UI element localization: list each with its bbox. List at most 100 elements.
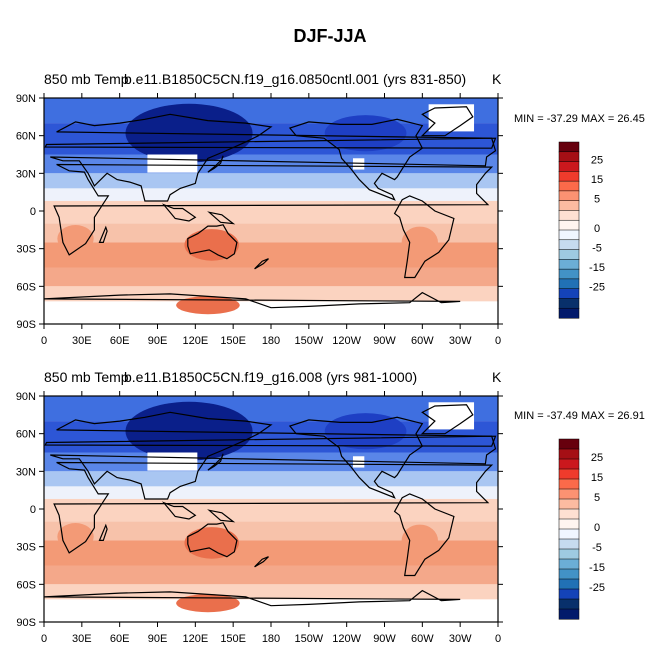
temperature-band [44, 98, 498, 124]
axis-ticks: 0 30E 60E 90E 120E 150E 180 150W 120W 90W 60W 30W 09… [16, 391, 503, 645]
temperature-band [44, 471, 498, 487]
y-tick-label: 90N [16, 391, 36, 403]
y-tick-label: 90N [16, 93, 36, 105]
missing-rockies [352, 158, 365, 170]
temperature-band [44, 584, 498, 600]
panel-top-map: 0 30E 60E 90E 120E 150E 180 150W 120W 90W 60W 30W 09… [16, 93, 503, 347]
colorbar-swatch [558, 210, 580, 221]
x-tick-label: 0 [41, 335, 47, 347]
panel-top-title-left: 850 mb Temp [44, 71, 129, 87]
coastline-namerica [288, 416, 424, 499]
coastline-antarctica [44, 291, 461, 309]
colorbar-swatch [558, 538, 580, 550]
colorbar-swatch [558, 239, 580, 251]
warm-core-samerica [401, 524, 438, 557]
warm-core-antarctica [176, 594, 240, 613]
colorbar-label: 15 [591, 174, 603, 186]
panel-bottom-title-run: b.e11.B1850C5CN.f19_g16.008 (yrs 981-100… [124, 369, 417, 385]
missing-tibet [147, 154, 198, 173]
temperature-band [44, 154, 498, 174]
coastline-indonesia [161, 501, 197, 520]
colorbar-swatch [558, 190, 580, 202]
temperature-band [44, 223, 498, 243]
colorbar-swatch [558, 518, 580, 530]
x-tick-label: 150E [220, 633, 246, 645]
temperature-band [44, 173, 498, 189]
y-tick-label: 30N [16, 466, 36, 478]
colorbar-swatch [558, 307, 580, 319]
colorbar-label: 5 [594, 194, 600, 206]
temperature-band [44, 286, 498, 302]
colorbar-swatch [558, 548, 580, 560]
colorbar-swatch [558, 180, 580, 192]
coastline-uk [44, 435, 497, 447]
coastline-newguinea [207, 509, 236, 523]
panel-bottom-units: K [492, 369, 502, 385]
colorbar-swatch [558, 468, 580, 480]
panel-bottom: 850 mb Temp b.e11.B1850C5CN.f19_g16.008 … [16, 369, 645, 645]
missing-tibet [147, 452, 198, 471]
colorbar-swatch [558, 488, 580, 500]
colorbar-swatch [558, 598, 580, 610]
colorbar-swatch [558, 141, 580, 153]
x-tick-label: 120E [182, 633, 208, 645]
x-tick-label: 120W [332, 335, 361, 347]
x-tick-label: 120W [332, 633, 361, 645]
coastline-australia [187, 224, 238, 260]
axis-ticks: 0 30E 60E 90E 120E 150E 180 150W 120W 90W 60W 30W 09… [16, 93, 503, 347]
y-tick-label: 30N [16, 168, 36, 180]
colorbar-swatch [558, 448, 580, 460]
colorbar-swatch [558, 171, 580, 182]
colorbar-label: -5 [592, 542, 602, 554]
panel-bottom-map: 0 30E 60E 90E 120E 150E 180 150W 120W 90W 60W 30W 09… [16, 391, 503, 645]
coastline-madagascar [98, 523, 108, 542]
missing-rockies [352, 456, 365, 468]
colorbar-swatch [558, 528, 580, 540]
coastline-samerica [393, 195, 455, 279]
colorbar-swatch [558, 151, 580, 163]
warm-core-samerica [401, 226, 438, 259]
colorbar-swatch [558, 558, 580, 570]
temperature-band [44, 200, 498, 224]
warm-core-australia [184, 229, 239, 261]
coastline-eurasia [50, 113, 497, 202]
y-tick-label: 60N [16, 429, 36, 441]
colorbar-swatch [558, 508, 580, 520]
coastline-samerica [393, 493, 455, 577]
temperature-band [44, 267, 498, 287]
temperature-band [44, 396, 498, 422]
coastline-japan [207, 453, 224, 471]
x-tick-label: 0 [41, 633, 47, 645]
colorbar-label: -25 [589, 582, 605, 594]
temperature-band [44, 188, 498, 201]
colorbar-label: -15 [589, 262, 605, 274]
warm-core-africa [57, 225, 94, 253]
y-tick-label: 90S [16, 617, 36, 629]
temperature-band [44, 498, 498, 522]
coastlines [44, 106, 497, 309]
panel-top-colorbar: 25 15 5 0 -5 -15 -25 [558, 141, 605, 319]
y-tick-label: 90S [16, 319, 36, 331]
missing-greenland [428, 104, 475, 132]
coastline-eurasia [50, 411, 497, 500]
colorbar-swatch [558, 219, 580, 231]
coastline-namerica [288, 118, 424, 201]
colorbar-label: 15 [591, 472, 603, 484]
y-tick-label: 30S [16, 244, 36, 256]
x-tick-label: 90W [373, 335, 396, 347]
coastline-newguinea [207, 211, 236, 225]
x-tick-label: 0 [495, 335, 501, 347]
panel-top-units: K [492, 71, 502, 87]
colorbar-label: -5 [592, 243, 602, 255]
colorbar-swatch [558, 249, 580, 260]
x-tick-label: 60W [411, 633, 434, 645]
map-field [44, 396, 498, 622]
x-tick-label: 180 [262, 633, 280, 645]
colorbar-swatch [558, 458, 580, 470]
x-tick-label: 30W [449, 633, 472, 645]
colorbar-swatch [558, 438, 580, 450]
missing-greenland [428, 402, 475, 430]
panel-bottom-colorbar: 25 15 5 0 -5 -15 -25 [558, 438, 605, 620]
coastline-madagascar [98, 225, 108, 243]
